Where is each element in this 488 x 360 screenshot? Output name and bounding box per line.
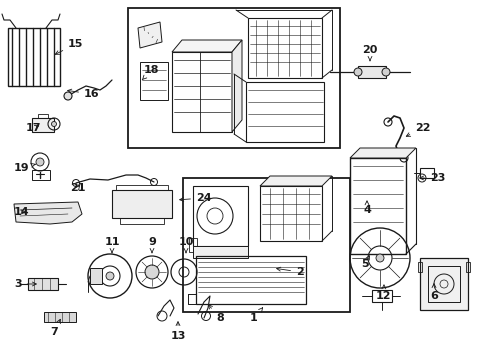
Bar [38, 114, 48, 118]
Text: 13: 13 [170, 322, 185, 341]
Polygon shape [172, 40, 242, 52]
Text: 23: 23 [419, 173, 445, 183]
Text: 4: 4 [362, 201, 370, 215]
Bar [112, 190, 172, 218]
Text: 2: 2 [276, 267, 303, 277]
Text: 14: 14 [14, 207, 30, 217]
Bar [90, 268, 102, 284]
Text: 5: 5 [360, 256, 369, 269]
Text: 7: 7 [50, 319, 60, 337]
Bar [116, 185, 168, 190]
Bar [183, 178, 349, 312]
Bar [8, 28, 60, 86]
Bar [32, 118, 54, 132]
Text: 15: 15 [55, 39, 83, 54]
Text: 1: 1 [250, 308, 262, 323]
Text: 12: 12 [375, 285, 391, 301]
Text: 10: 10 [178, 237, 193, 253]
Bar [357, 66, 385, 78]
Text: 24: 24 [179, 193, 211, 203]
Bar [417, 262, 421, 272]
Bar [196, 256, 305, 304]
Polygon shape [260, 176, 331, 186]
Text: 17: 17 [26, 123, 41, 133]
Bar [140, 62, 168, 100]
Circle shape [106, 272, 114, 280]
Bar [172, 52, 231, 132]
Text: 21: 21 [70, 183, 85, 193]
Text: 8: 8 [208, 305, 224, 323]
Bar [371, 290, 391, 302]
Bar [465, 262, 469, 272]
Bar [193, 186, 247, 246]
Text: 16: 16 [67, 89, 100, 99]
Text: 20: 20 [362, 45, 377, 61]
Text: 22: 22 [406, 123, 429, 136]
Bar [44, 312, 76, 322]
Text: 18: 18 [142, 65, 159, 80]
Bar [32, 170, 50, 180]
Polygon shape [231, 40, 242, 132]
Circle shape [64, 92, 72, 100]
Bar [128, 8, 339, 148]
Polygon shape [349, 148, 415, 158]
Bar [419, 258, 467, 310]
Text: 6: 6 [429, 284, 437, 301]
Circle shape [381, 68, 389, 76]
Bar [28, 278, 58, 290]
Text: 9: 9 [148, 237, 156, 253]
Text: 19: 19 [14, 163, 35, 173]
Bar [419, 168, 433, 178]
Bar [349, 158, 405, 254]
Polygon shape [138, 22, 162, 48]
Circle shape [353, 68, 361, 76]
Text: 3: 3 [14, 279, 36, 289]
Text: 11: 11 [104, 237, 120, 253]
Circle shape [145, 265, 159, 279]
Polygon shape [14, 202, 82, 224]
Bar [120, 218, 163, 224]
Circle shape [51, 122, 57, 126]
Bar [247, 18, 321, 78]
Circle shape [36, 158, 44, 166]
Bar [260, 186, 321, 241]
Circle shape [375, 254, 383, 262]
Bar [427, 266, 459, 302]
Bar [189, 238, 197, 252]
Polygon shape [193, 246, 247, 258]
Bar [245, 82, 324, 142]
